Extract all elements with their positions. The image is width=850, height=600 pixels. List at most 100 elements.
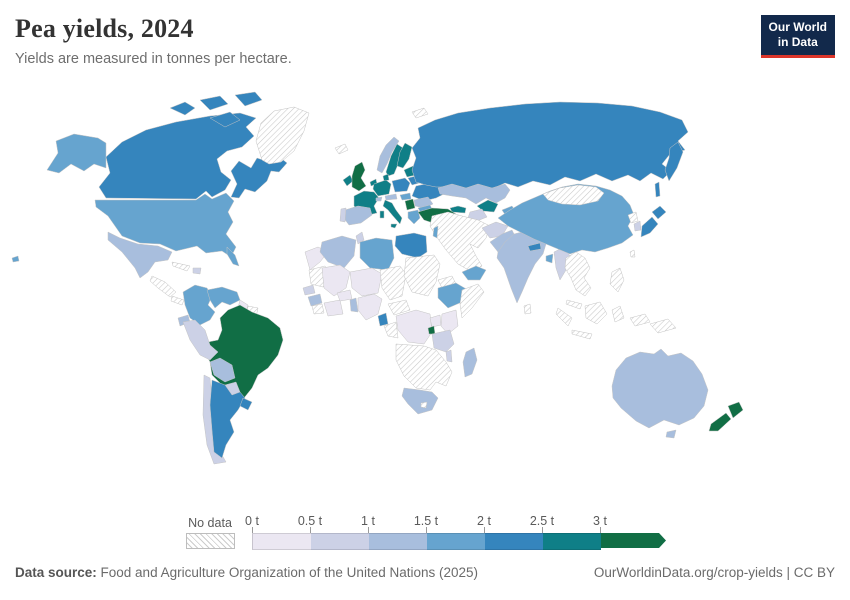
country-taiwan[interactable] [629,249,636,258]
country-niger[interactable] [349,267,383,297]
country-denmark[interactable] [382,173,390,182]
country-tunisia[interactable] [355,231,365,245]
country-japan[interactable] [640,216,659,238]
country-drc[interactable] [395,309,433,345]
country-alaska[interactable] [46,133,107,174]
country-uruguay[interactable] [239,397,253,411]
country-central-america[interactable] [149,275,177,298]
country-hispaniola[interactable] [192,267,202,275]
country-afghanistan[interactable] [481,221,509,239]
country-arctic-island[interactable] [169,101,196,116]
legend-segment[interactable] [427,533,485,550]
country-kazakhstan[interactable] [437,183,511,205]
country-kamchatka[interactable] [664,141,684,182]
country-bolivia[interactable] [209,357,236,383]
country-usa[interactable] [94,192,237,258]
country-bangladesh[interactable] [545,253,554,264]
island-java[interactable] [571,329,593,340]
country-spain[interactable] [342,205,373,226]
country-benin[interactable] [349,297,359,313]
country-libya[interactable] [359,237,395,271]
country-turkmenistan[interactable] [467,208,488,222]
country-lesotho[interactable] [420,401,428,409]
country-usa-florida[interactable] [226,246,240,267]
legend-segment[interactable] [601,533,666,548]
island-maluku[interactable] [629,313,651,327]
country-sakhalin[interactable] [654,181,661,198]
legend-segment[interactable] [543,533,601,550]
country-portugal[interactable] [339,207,347,223]
country-sicily[interactable] [390,223,398,229]
country-cameroon[interactable] [377,312,389,327]
country-kenya[interactable] [440,309,459,335]
country-mali[interactable] [321,264,351,297]
country-mexico[interactable] [107,231,173,279]
country-hawaii[interactable] [11,255,20,263]
country-nigeria[interactable] [357,293,383,321]
country-svalbard[interactable] [411,107,429,119]
country-serbia[interactable] [404,198,416,211]
country-car[interactable] [387,299,411,316]
island-borneo[interactable] [584,301,608,325]
country-nz-north[interactable] [727,401,744,419]
country-arctic-island[interactable] [209,111,241,128]
legend-segment[interactable] [252,533,311,550]
country-china[interactable] [497,183,635,255]
country-somalia[interactable] [459,283,485,319]
country-germany[interactable] [372,179,392,197]
country-switzerland[interactable] [375,196,383,202]
country-uganda[interactable] [429,314,442,328]
island-sumatra[interactable] [555,307,573,327]
country-png[interactable] [649,318,677,334]
region-middle-east[interactable] [429,211,491,273]
country-ireland[interactable] [342,174,354,187]
country-colombia[interactable] [182,284,216,326]
country-finland[interactable] [396,142,413,169]
country-hungary[interactable] [399,192,412,201]
region-se-asia[interactable] [564,251,592,297]
country-norway[interactable] [376,136,400,174]
region-southern-africa[interactable] [395,343,453,391]
footer-link[interactable]: OurWorldinData.org/crop-yields | CC BY [593,565,835,580]
country-malaysia[interactable] [565,299,583,310]
country-yemen[interactable] [461,265,487,281]
country-algeria[interactable] [319,235,357,269]
country-madagascar[interactable] [462,347,478,378]
country-poland[interactable] [391,177,411,193]
country-panama[interactable] [170,295,185,306]
country-burkina[interactable] [336,289,353,302]
country-sierra-leone[interactable] [311,303,325,315]
country-sri-lanka[interactable] [523,303,532,315]
country-italy[interactable] [382,199,403,225]
country-senegal[interactable] [302,284,316,296]
country-greenland[interactable] [255,106,310,165]
country-greece[interactable] [407,209,421,225]
country-chad[interactable] [379,265,407,301]
country-guinea[interactable] [307,293,323,307]
country-gabon-congo[interactable] [383,321,399,339]
country-argentina[interactable] [209,379,246,459]
country-cuba[interactable] [171,261,191,272]
country-peru[interactable] [182,319,219,361]
country-nz-south[interactable] [708,412,732,432]
island-sulawesi[interactable] [611,305,625,323]
country-sardinia[interactable] [379,210,385,219]
country-south-korea[interactable] [633,220,642,232]
country-egypt[interactable] [394,232,428,259]
country-israel[interactable] [432,225,439,239]
country-sudan[interactable] [403,254,441,297]
country-japan-hokkaido[interactable] [651,205,667,220]
island-tasmania[interactable] [665,429,677,439]
country-philippines[interactable] [609,267,625,293]
country-canada[interactable] [98,112,257,200]
country-australia[interactable] [611,348,709,429]
country-tanzania[interactable] [431,329,455,353]
country-arctic-island[interactable] [199,95,229,111]
country-uk[interactable] [351,161,367,192]
country-austria-czech[interactable] [384,193,398,201]
country-ivory-ghana[interactable] [323,299,344,317]
legend-segment[interactable] [311,533,369,550]
country-nepal[interactable] [527,242,542,252]
country-venezuela[interactable] [206,286,241,309]
country-arctic-island[interactable] [234,91,263,107]
